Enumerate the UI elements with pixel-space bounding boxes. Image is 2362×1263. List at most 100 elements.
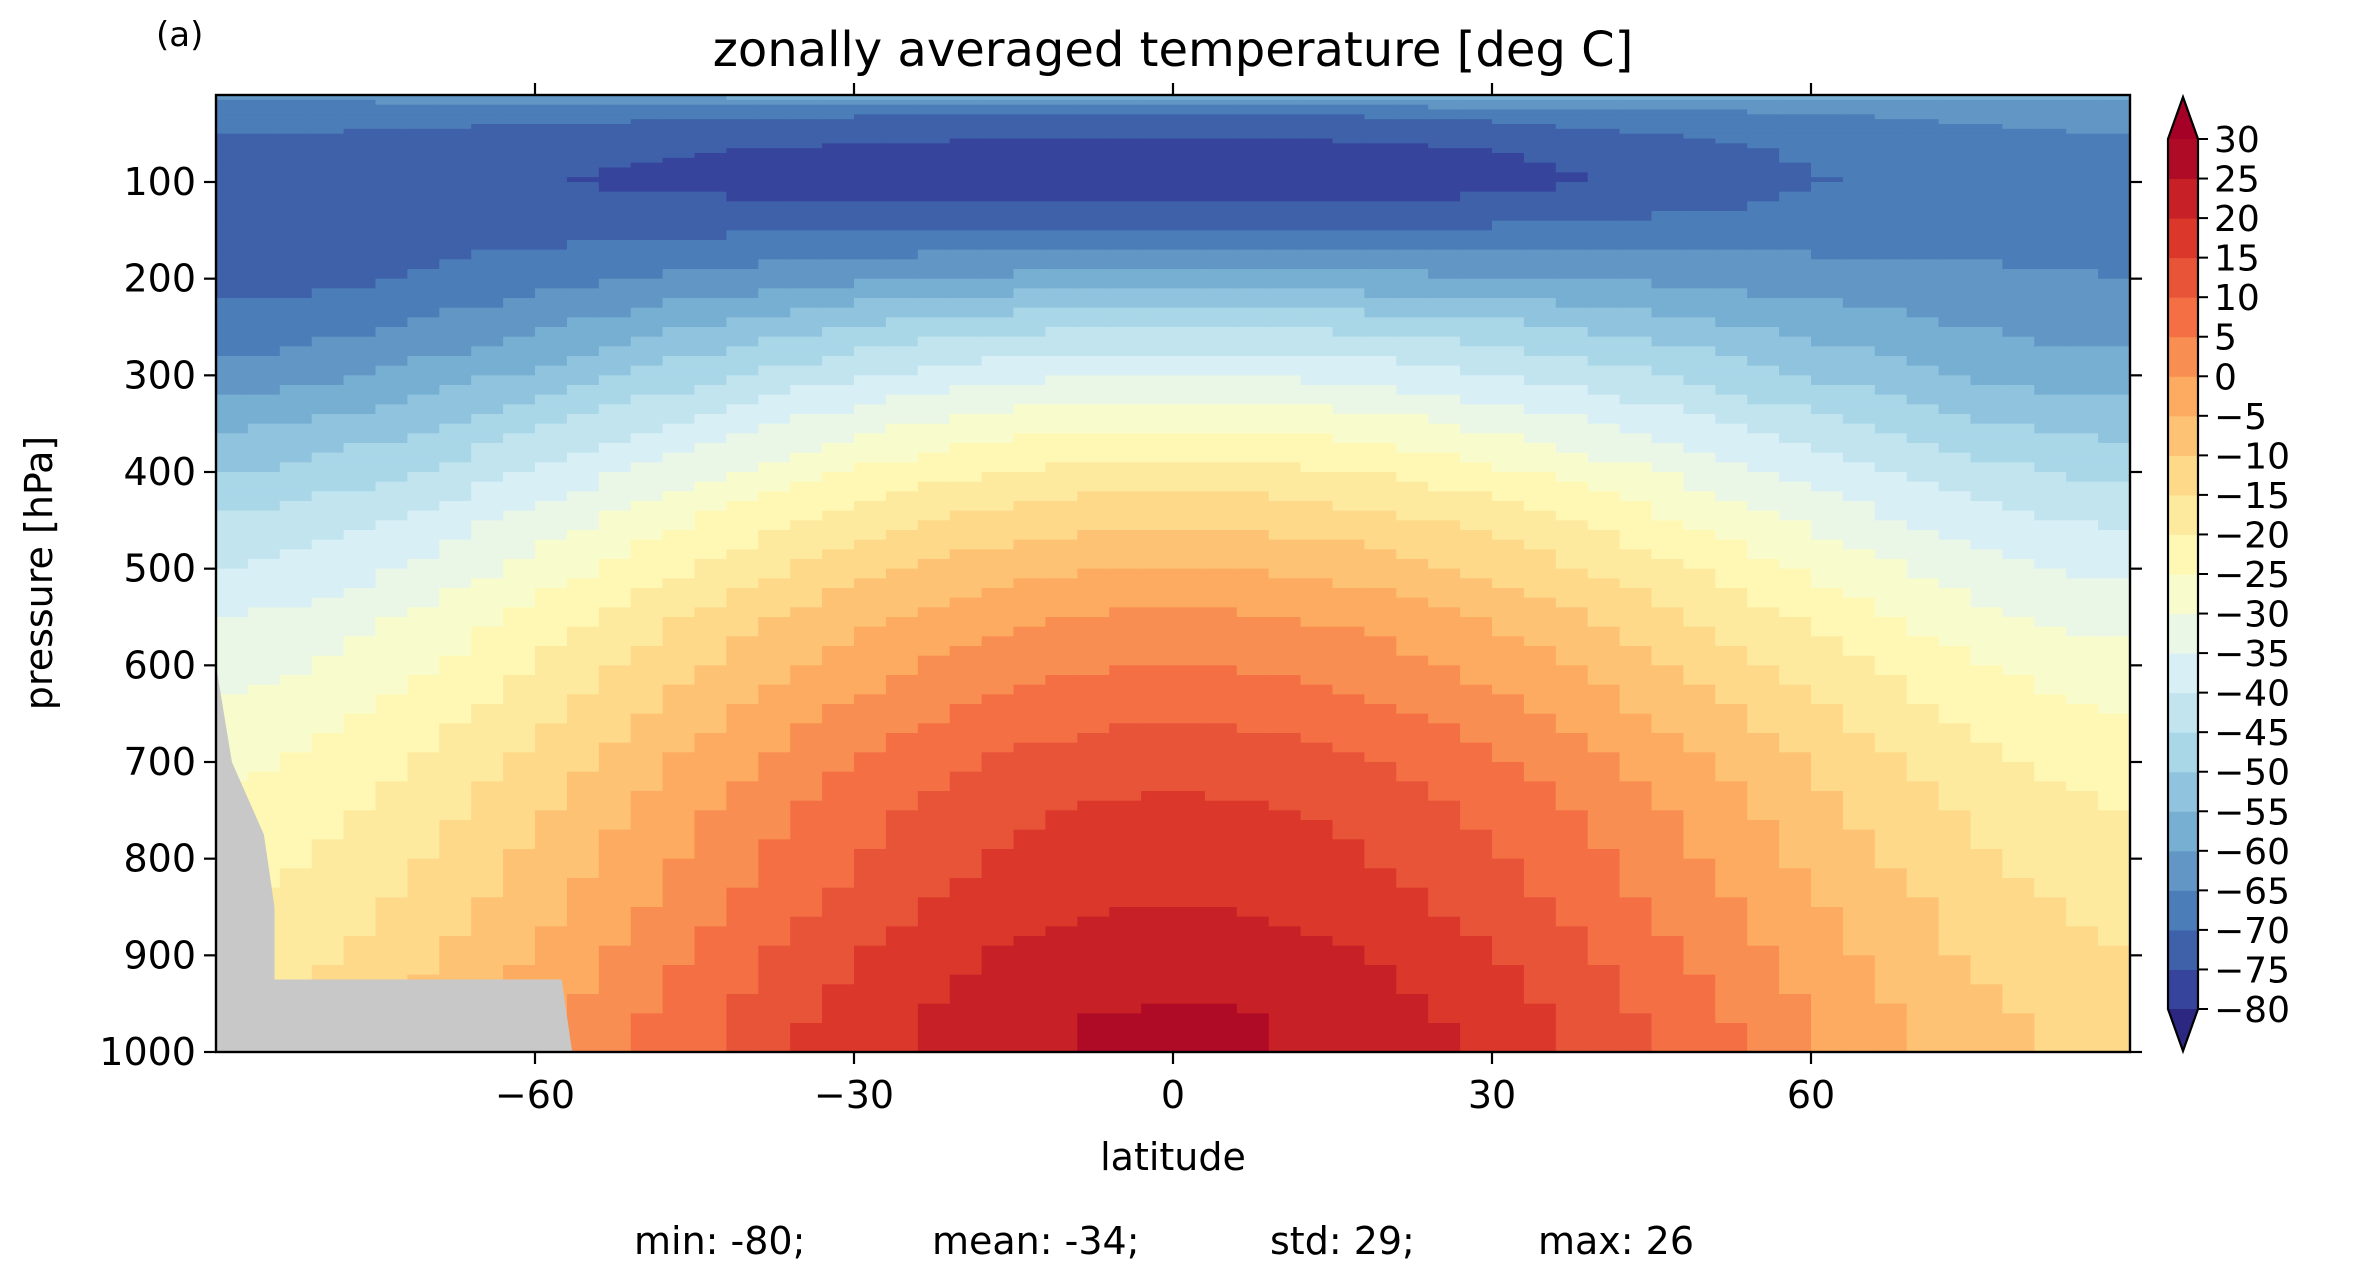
contour-cell	[1332, 481, 1365, 492]
contour-cell	[1077, 655, 1110, 666]
contour-cell	[1523, 220, 1557, 231]
contour-cell	[630, 607, 664, 618]
contour-cell	[503, 878, 536, 889]
contour-cell	[375, 211, 408, 222]
contour-cell	[1492, 481, 1525, 492]
contour-cell	[758, 1032, 791, 1043]
contour-cell	[1364, 95, 1397, 101]
contour-cell	[439, 288, 472, 299]
contour-cell	[439, 172, 472, 178]
contour-cell	[566, 481, 600, 492]
contour-cell	[1555, 414, 1589, 425]
contour-cell	[662, 249, 696, 260]
contour-cell	[1396, 452, 1429, 463]
contour-cell	[216, 733, 249, 744]
contour-cell	[630, 994, 664, 1005]
contour-cell	[566, 713, 600, 724]
contour-cell	[1619, 211, 1653, 222]
contour-cell	[247, 346, 281, 357]
contour-cell	[822, 394, 855, 405]
contour-cell	[1077, 810, 1110, 821]
contour-cell	[598, 1032, 632, 1043]
contour-cell	[1396, 99, 1429, 106]
contour-cell	[1173, 148, 1206, 154]
contour-cell	[917, 259, 951, 270]
contour-cell	[662, 133, 696, 140]
contour-cell	[343, 762, 377, 773]
contour-cell	[1300, 897, 1334, 908]
contour-cell	[1396, 1013, 1429, 1024]
contour-cell	[1587, 839, 1621, 850]
contour-cell	[1460, 269, 1493, 280]
contour-cell	[917, 723, 951, 734]
contour-cell	[726, 462, 759, 473]
contour-cell	[1523, 636, 1557, 647]
contour-cell	[1460, 481, 1493, 492]
contour-cell	[439, 791, 472, 802]
contour-cell	[1173, 955, 1206, 966]
contour-cell	[1651, 230, 1684, 241]
contour-cell	[1332, 926, 1365, 937]
contour-cell	[981, 684, 1015, 695]
contour-cell	[1428, 356, 1461, 367]
contour-cell	[1460, 907, 1493, 918]
contour-cell	[1077, 704, 1110, 715]
contour-cell	[566, 1013, 600, 1024]
contour-cell	[1300, 211, 1334, 222]
contour-cell	[1364, 491, 1397, 502]
contour-cell	[1428, 936, 1461, 947]
contour-cell	[1268, 143, 1302, 149]
contour-cell	[790, 868, 823, 879]
contour-cell	[917, 530, 951, 541]
contour-cell	[1077, 1023, 1110, 1034]
contour-cell	[598, 278, 632, 289]
contour-cell	[216, 443, 249, 454]
contour-cell	[917, 684, 951, 695]
contour-cell	[216, 491, 249, 502]
contour-cell	[503, 375, 536, 386]
contour-cell	[1332, 443, 1365, 454]
contour-cell	[279, 128, 313, 135]
contour-cell	[439, 249, 472, 260]
contour-cell	[885, 810, 919, 821]
contour-cell	[1173, 375, 1206, 386]
contour-cell	[981, 346, 1015, 357]
contour-cell	[503, 800, 536, 811]
contour-cell	[407, 704, 440, 715]
contour-cell	[1492, 433, 1525, 444]
contour-cell	[1523, 143, 1557, 149]
contour-cell	[1651, 578, 1684, 589]
contour-cell	[694, 375, 727, 386]
contour-cell	[662, 655, 696, 666]
contour-cell	[1300, 298, 1334, 309]
contour-cell	[917, 167, 951, 173]
contour-cell	[1236, 520, 1270, 531]
contour-cell	[407, 288, 440, 299]
contour-cell	[407, 167, 440, 173]
contour-cell	[1109, 868, 1142, 879]
contour-cell	[1268, 452, 1302, 463]
contour-cell	[503, 530, 536, 541]
contour-cell	[885, 597, 919, 608]
contour-cell	[1109, 907, 1142, 918]
contour-cell	[566, 781, 600, 792]
contour-cell	[1045, 636, 1078, 647]
contour-cell	[1587, 472, 1621, 483]
contour-cell	[1300, 636, 1334, 647]
contour-cell	[1587, 849, 1621, 860]
contour-cell	[439, 646, 472, 657]
contour-cell	[471, 578, 504, 589]
contour-cell	[726, 820, 759, 831]
contour-cell	[1204, 298, 1238, 309]
contour-cell	[1619, 762, 1653, 773]
contour-cell	[1587, 636, 1621, 647]
contour-cell	[1555, 887, 1589, 898]
contour-cell	[439, 549, 472, 560]
contour-cell	[343, 211, 377, 222]
contour-cell	[885, 510, 919, 521]
contour-cell	[822, 385, 855, 396]
contour-cell	[981, 423, 1015, 434]
contour-cell	[343, 462, 377, 473]
contour-cell	[566, 858, 600, 869]
contour-cell	[1587, 820, 1621, 831]
